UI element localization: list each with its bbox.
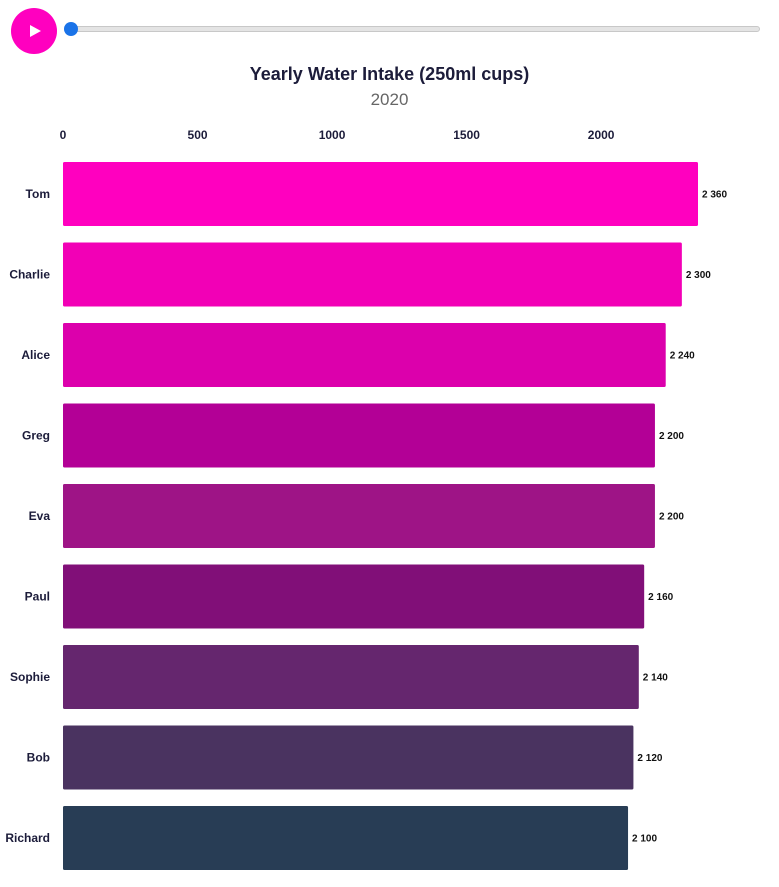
bar [63,242,682,307]
category-label: Paul [25,590,50,604]
category-label: Greg [22,429,50,443]
bar [63,564,645,629]
category-label: Sophie [10,670,50,684]
chart-title: Yearly Water Intake (250ml cups) [249,64,530,84]
category-label: Richard [5,831,50,845]
category-label: Tom [26,187,50,201]
bar [63,484,655,548]
bar [63,323,666,387]
bar [63,162,698,226]
year-slider-handle[interactable] [64,22,78,36]
x-tick-label: 1500 [453,128,480,142]
value-label: 2 160 [648,592,673,603]
x-tick-label: 0 [60,128,67,142]
value-label: 2 120 [637,753,662,764]
x-tick-label: 2000 [588,128,615,142]
value-label: 2 100 [632,834,657,845]
category-label: Bob [27,751,50,765]
play-icon [26,24,42,38]
value-label: 2 200 [659,512,684,523]
value-label: 2 140 [643,673,668,684]
x-tick-label: 1000 [319,128,346,142]
value-label: 2 300 [686,270,711,281]
value-label: 2 200 [659,431,684,442]
bar [63,725,634,790]
category-label: Charlie [9,268,50,282]
bar [63,645,639,709]
play-button[interactable] [11,8,57,54]
bar [63,806,629,870]
x-tick-label: 500 [188,128,208,142]
bar [63,403,655,468]
chart-subtitle: 2020 [370,90,409,109]
value-label: 2 360 [702,190,727,201]
category-label: Eva [29,509,51,523]
value-label: 2 240 [670,351,695,362]
category-label: Alice [21,348,50,362]
